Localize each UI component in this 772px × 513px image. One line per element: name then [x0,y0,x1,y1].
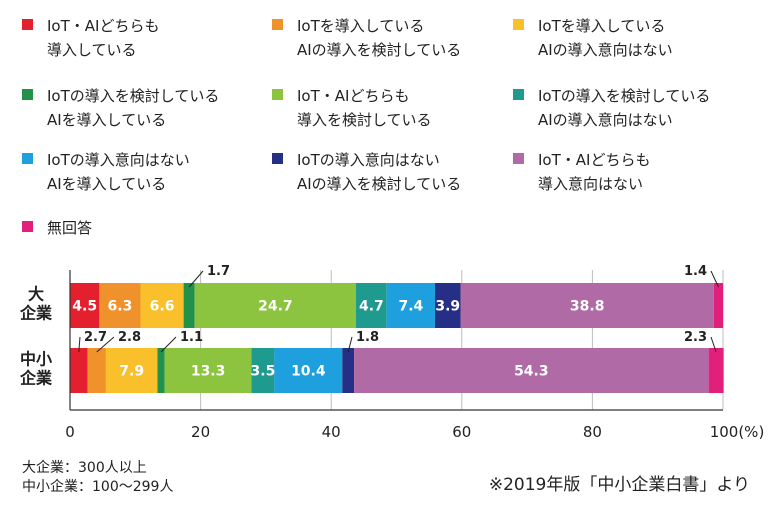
data-label: 2.7 [84,330,107,345]
legend-label: IoTの導入を検討している AIを導入している [47,87,220,129]
data-label: 6.3 [108,299,133,315]
bar-segment [342,348,355,393]
data-label: 24.7 [258,299,293,315]
leader-line [160,336,177,353]
bar-segment [713,283,723,328]
bar-segment [157,348,165,393]
data-label: 2.3 [684,330,707,345]
legend-label: IoT・AIどちらも 導入意向はない [538,151,651,193]
legend-label: IoTを導入している AIの導入意向はない [538,17,673,59]
legend-label: IoT・AIどちらも 導入している [47,17,160,59]
legend-item: IoT・AIどちらも 導入している [22,14,159,62]
category-label: 企業 [19,369,53,388]
bar-segment [356,283,387,328]
data-label: 3.9 [435,299,460,315]
legend-swatch [22,19,33,30]
legend-label: IoTの導入意向はない AIの導入を検討している [297,151,462,193]
bar-segment [70,283,100,328]
leader-line [710,336,717,353]
legend-item: IoT・AIどちらも 導入を検討している [272,84,432,132]
x-tick-label: 80 [583,423,602,441]
legend-label: IoTの導入を検討している AIの導入意向はない [538,87,711,129]
bar-segment [99,283,141,328]
leader-line [78,336,81,353]
bar-segment [105,348,158,393]
bar-segment [354,348,709,393]
bar-segment [386,283,436,328]
legend-item: IoTを導入している AIの導入を検討している [272,14,461,62]
legend-label: IoTを導入している AIの導入を検討している [297,17,462,59]
data-label: 7.9 [119,364,144,380]
data-label: 1.4 [684,264,707,279]
legend-swatch [513,153,524,164]
x-tick-label: 100(%) [710,423,765,441]
bar-segment [435,283,461,328]
bar-segment [164,348,252,393]
legend-label: IoT・AIどちらも 導入を検討している [297,87,432,129]
legend-item: IoTの導入意向はない AIを導入している [22,148,190,196]
data-label: 6.6 [150,299,175,315]
legend-swatch [22,221,33,232]
legend-swatch [513,19,524,30]
bar-segment [194,283,357,328]
legend-swatch [272,89,283,100]
x-tick-label: 20 [191,423,210,441]
leader-line [710,270,719,288]
leader-line [188,270,204,288]
bar-segment [708,348,724,393]
bar-segment [140,283,184,328]
category-label: 中小 [20,350,52,369]
x-tick-label: 40 [322,423,341,441]
x-tick-label: 0 [65,423,75,441]
legend-swatch [22,89,33,100]
data-label: 38.8 [570,299,605,315]
legend: IoT・AIどちらも 導入している IoTを導入している AIの導入を検討している… [0,0,772,250]
legend-item: 無回答 [22,216,92,240]
legend-item: IoTの導入を検討している AIの導入意向はない [513,84,710,132]
data-label: 1.1 [180,330,203,345]
legend-item: IoTの導入意向はない AIの導入を検討している [272,148,461,196]
data-label: 10.4 [291,364,326,380]
category-label: 大 [28,285,44,304]
legend-swatch [513,89,524,100]
legend-label: IoTの導入意向はない AIを導入している [47,151,190,193]
legend-item: IoTの導入を検討している AIを導入している [22,84,219,132]
data-label: 4.5 [72,299,97,315]
bar-segment [70,348,88,393]
source-note: ※2019年版「中小企業白書」より [488,475,750,495]
data-label: 1.8 [356,330,379,345]
data-label: 4.7 [359,299,384,315]
x-tick-label: 60 [452,423,471,441]
data-label: 1.7 [207,264,230,279]
bar-segment [251,348,275,393]
legend-swatch [22,153,33,164]
bar-segment [274,348,343,393]
data-label: 13.3 [191,364,226,380]
data-label: 54.3 [514,364,549,380]
note-small-enterprise: 中小企業：100〜299人 [22,479,174,495]
note-large-enterprise: 大企業：300人以上 [22,460,147,476]
data-label: 3.5 [251,364,276,380]
leader-line [96,336,115,353]
bar-segment [87,348,106,393]
legend-label: 無回答 [47,219,93,237]
legend-item: IoTを導入している AIの導入意向はない [513,14,673,62]
data-label: 2.8 [118,330,141,345]
bar-segment [183,283,195,328]
legend-swatch [272,19,283,30]
leader-line [347,336,353,353]
legend-item: IoT・AIどちらも 導入意向はない [513,148,650,196]
category-label: 企業 [19,304,53,323]
legend-swatch [272,153,283,164]
data-label: 7.4 [398,299,423,315]
bar-segment [460,283,714,328]
